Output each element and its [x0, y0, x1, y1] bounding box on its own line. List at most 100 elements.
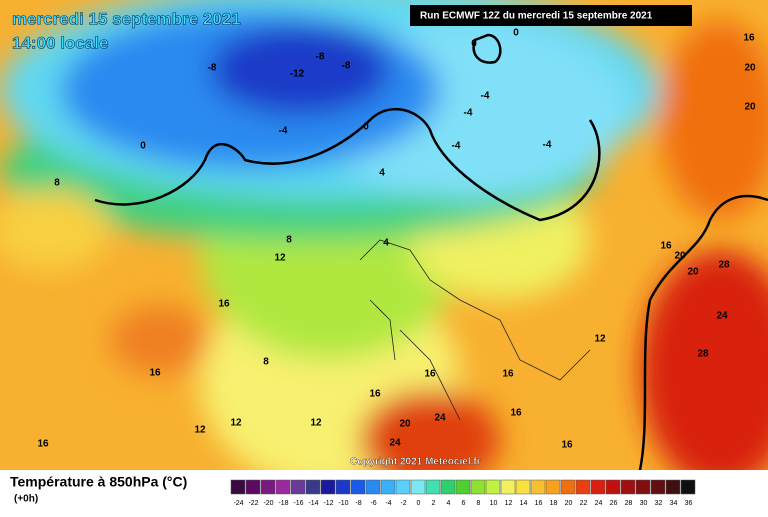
contour-label: -4: [543, 140, 552, 151]
contour-label: 0: [471, 39, 477, 50]
contour-label: 16: [369, 389, 381, 400]
contour-label: 28: [697, 349, 709, 360]
zero-isotherm: [94, 107, 601, 222]
colorbar-tick-label: 30: [640, 500, 648, 507]
colorbar-tick-label: -14: [308, 500, 318, 507]
contour-label: 16: [218, 299, 230, 310]
colorbar-swatch: [635, 479, 651, 495]
colorbar-tick-label: 32: [655, 500, 663, 507]
map: [0, 0, 768, 470]
colorbar-swatch: [560, 479, 576, 495]
run-box: [410, 5, 692, 26]
colorbar-tick-label: -12: [323, 500, 333, 507]
contour-label: 8: [286, 235, 292, 246]
colorbar-tick-label: 28: [625, 500, 633, 507]
contour-label: 24: [434, 413, 446, 424]
contour-label: -12: [290, 69, 305, 80]
colorbar-swatch: [410, 479, 426, 495]
colorbar-swatch: [245, 479, 261, 495]
contour-label: 28: [718, 260, 730, 271]
colorbar-tick-label: -10: [338, 500, 348, 507]
contour-label: 0: [363, 122, 369, 133]
contour-label: 16: [660, 241, 672, 252]
colorbar-swatch: [365, 479, 381, 495]
contour-label: 8: [263, 357, 269, 368]
colorbar-tick-label: -18: [278, 500, 288, 507]
contour-label: 16: [510, 408, 522, 419]
colorbar-swatch: [485, 479, 501, 495]
colorbar-swatch: [575, 479, 591, 495]
map-time: 14:00 locale: [12, 33, 108, 52]
colorbar-tick-label: 0: [417, 500, 421, 507]
run-label: Run ECMWF 12Z du mercredi 15 septembre 2…: [420, 11, 653, 22]
colorbar-swatch: [650, 479, 666, 495]
contour-label: 16: [561, 440, 573, 451]
colorbar-swatch: [230, 479, 246, 495]
contour-label: 8: [54, 178, 60, 189]
colorbar-swatch: [515, 479, 531, 495]
colorbar-tick-label: 36: [685, 500, 693, 507]
copyright: Copyright 2021 Meteociel.fr: [350, 457, 481, 468]
colorbar: -24 -22 -20 -18 -16 -14 -12 -10 -8 -6 -4 -2 0 2 4 6 8 10 1…: [230, 479, 696, 507]
contour-label: -8: [208, 63, 217, 74]
contour-label: 12: [194, 425, 206, 436]
contour-label: 20: [674, 251, 686, 262]
contour-label: 12: [310, 418, 322, 429]
colorbar-tick-label: -22: [248, 500, 258, 507]
colorbar-swatch: [440, 479, 456, 495]
contour-label: 0: [513, 28, 519, 39]
colorbar-tick-label: -16: [293, 500, 303, 507]
contour-label: -4: [279, 126, 288, 137]
map-title: mercredi 15 septembre 2021: [12, 9, 241, 28]
colorbar-tick-label: 4: [447, 500, 451, 507]
colorbar-swatch: [395, 479, 411, 495]
colorbar-swatch: [620, 479, 636, 495]
colorbar-swatch: [590, 479, 606, 495]
colorbar-tick-label: -8: [355, 500, 361, 507]
contour-label: 12: [594, 334, 606, 345]
colorbar-tick-label: -6: [370, 500, 376, 507]
contour-label: 16: [37, 439, 49, 450]
colorbar-tick-label: 14: [520, 500, 528, 507]
colorbar-swatch: [275, 479, 291, 495]
colorbar-tick-label: -24: [233, 500, 243, 507]
contour-label: 20: [744, 63, 756, 74]
colorbar-tick-label: 10: [490, 500, 498, 507]
colorbar-swatch: [665, 479, 681, 495]
lead-time: (+0h): [14, 494, 38, 505]
contour-label: -4: [464, 108, 473, 119]
colorbar-swatch: [260, 479, 276, 495]
contour-label: 24: [716, 311, 728, 322]
contour-label: 20: [687, 267, 699, 278]
contour-label: -8: [342, 61, 351, 72]
legend-title: Température à 850hPa (°C): [10, 474, 187, 490]
colorbar-swatch: [455, 479, 471, 495]
contour-label: 12: [230, 418, 242, 429]
contour-label: -8: [316, 52, 325, 63]
colorbar-tick-label: 24: [595, 500, 603, 507]
contour-label: -4: [452, 141, 461, 152]
isotherm-24: [638, 194, 768, 470]
colorbar-swatch: [425, 479, 441, 495]
contour-label: 20: [399, 419, 411, 430]
colorbar-swatch: [500, 479, 516, 495]
contour-label: -4: [481, 91, 490, 102]
coastlines: [359, 239, 591, 421]
colorbar-tick-label: 18: [550, 500, 558, 507]
contour-label: 16: [743, 33, 755, 44]
contour-label: 16: [424, 369, 436, 380]
colorbar-swatch: [545, 479, 561, 495]
colorbar-tick-label: 22: [580, 500, 588, 507]
colorbar-tick-label: 8: [477, 500, 481, 507]
colorbar-swatch: [530, 479, 546, 495]
colorbar-tick-label: -2: [400, 500, 406, 507]
colorbar-swatch: [290, 479, 306, 495]
colorbar-tick-label: 26: [610, 500, 618, 507]
colorbar-tick-label: 2: [432, 500, 436, 507]
contour-label: 16: [502, 369, 514, 380]
colorbar-tick-label: -4: [385, 500, 391, 507]
colorbar-swatch: [380, 479, 396, 495]
